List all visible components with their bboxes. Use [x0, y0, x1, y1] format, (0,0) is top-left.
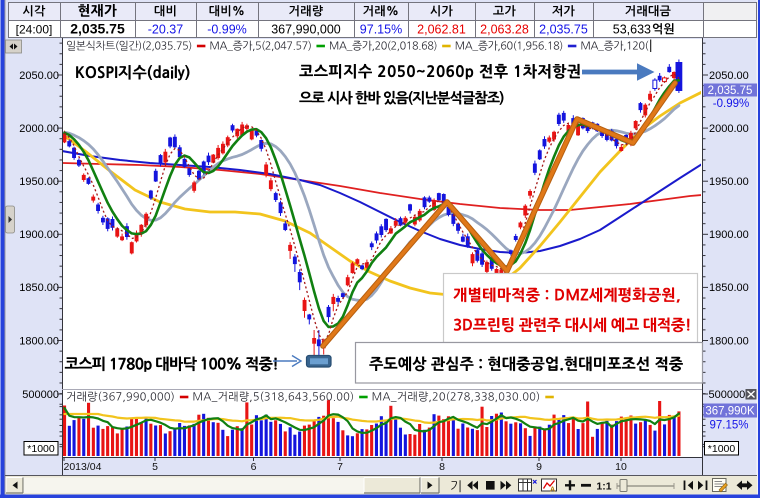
svg-text:1800.00: 1800.00: [709, 335, 749, 347]
svg-text:6: 6: [251, 461, 257, 473]
svg-text:-20.37: -20.37: [148, 23, 183, 37]
svg-text:7: 7: [337, 461, 343, 473]
svg-text:10: 10: [615, 461, 627, 473]
svg-text:1850.00: 1850.00: [709, 282, 749, 294]
svg-text:*1000: *1000: [708, 443, 736, 455]
svg-text:2000.00: 2000.00: [709, 123, 749, 135]
svg-text:1950.00: 1950.00: [19, 176, 59, 188]
svg-text:-0.99%: -0.99%: [207, 23, 247, 37]
svg-text:2,063.28: 2,063.28: [480, 23, 529, 37]
svg-text:2000.00: 2000.00: [19, 123, 59, 135]
svg-text:2,062.81: 2,062.81: [417, 23, 466, 37]
svg-text:367,990,000: 367,990,000: [271, 23, 341, 37]
svg-text:2,035.75: 2,035.75: [708, 85, 753, 97]
svg-text:9: 9: [536, 461, 542, 473]
svg-text:367,990K: 367,990K: [705, 406, 755, 418]
svg-text:-0.99%: -0.99%: [713, 98, 749, 110]
svg-text:1900.00: 1900.00: [709, 229, 749, 241]
svg-text:2050.00: 2050.00: [19, 70, 59, 82]
svg-text:2013/04: 2013/04: [64, 461, 102, 473]
svg-text:97.15%: 97.15%: [709, 420, 748, 432]
svg-text:5: 5: [152, 461, 158, 473]
svg-text:53,633: 53,633: [613, 23, 651, 37]
svg-text:2,035.75: 2,035.75: [539, 23, 588, 37]
svg-text:1850.00: 1850.00: [19, 282, 59, 294]
svg-text:1:1: 1:1: [596, 481, 611, 493]
svg-text:97.15%: 97.15%: [360, 23, 402, 37]
svg-text:1950.00: 1950.00: [709, 176, 749, 188]
svg-text:*1000: *1000: [27, 443, 55, 455]
svg-text:A: A: [550, 487, 555, 494]
svg-text:500000: 500000: [22, 389, 59, 401]
svg-text:8: 8: [439, 461, 445, 473]
svg-text:[24:00]: [24:00]: [16, 23, 53, 37]
svg-text:2,035.75: 2,035.75: [70, 21, 125, 37]
svg-text:1800.00: 1800.00: [19, 335, 59, 347]
svg-text:1900.00: 1900.00: [19, 229, 59, 241]
svg-text:2050.00: 2050.00: [709, 70, 749, 82]
svg-text:500000: 500000: [709, 389, 746, 401]
